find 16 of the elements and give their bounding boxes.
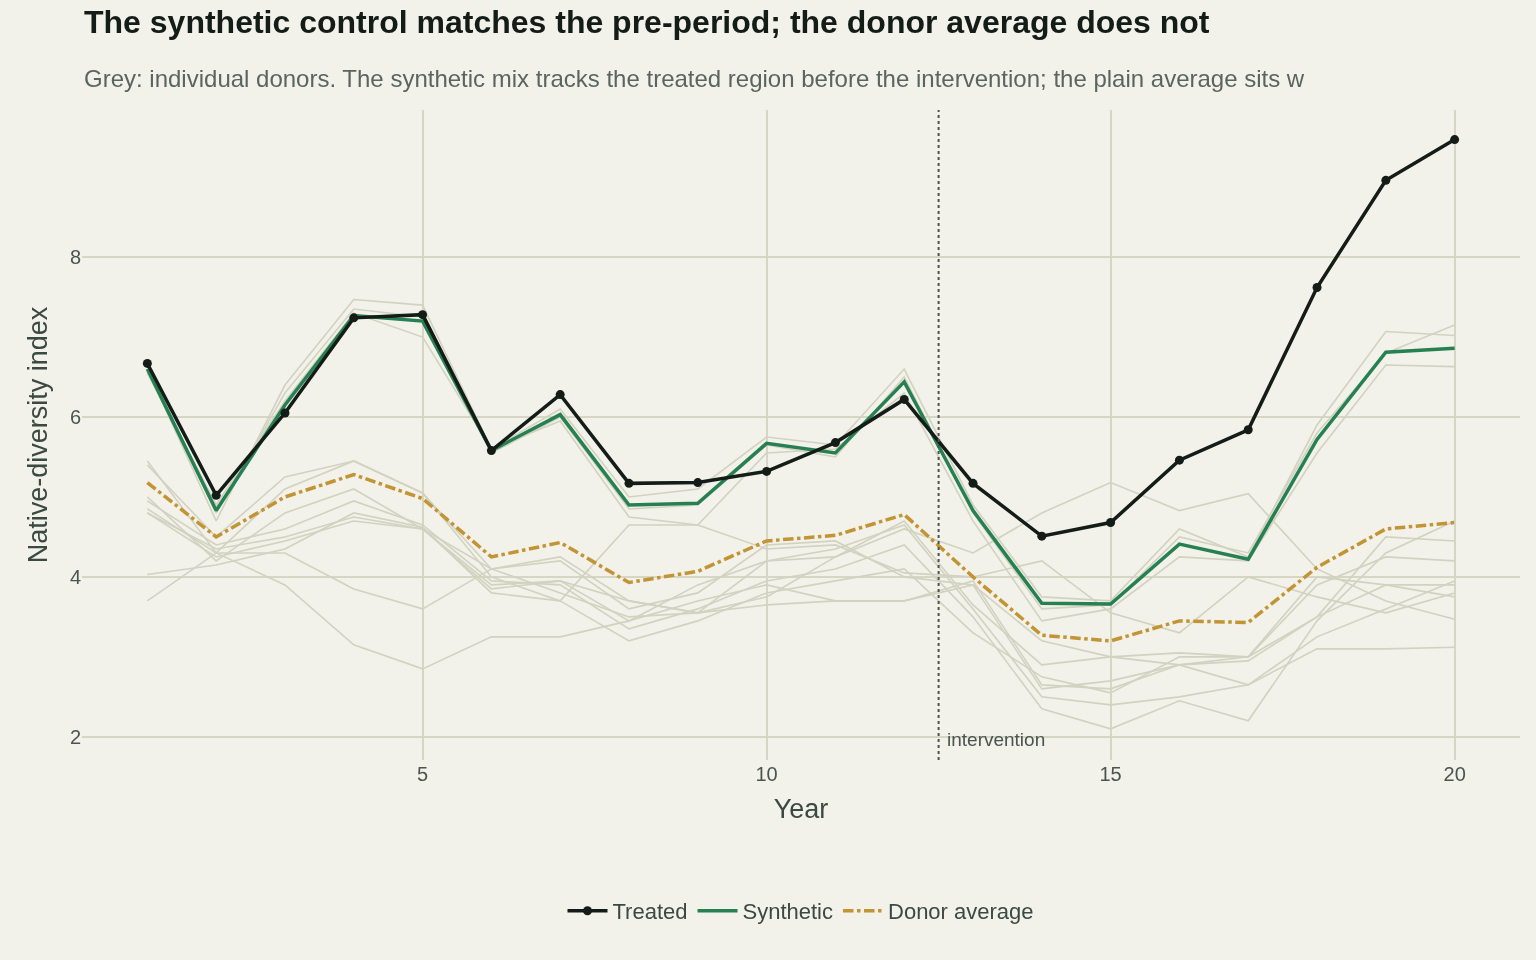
legend-label: Donor average: [888, 899, 1034, 925]
x-tick-label: 5: [417, 763, 429, 785]
y-tick-label: 8: [69, 246, 81, 269]
x-tick-label: 20: [1443, 763, 1466, 785]
chart-subtitle: Grey: individual donors. The synthetic mix tracks the treated region before the intervention; the plain average sits w: [84, 65, 1305, 92]
legend-label: Synthetic: [742, 899, 834, 925]
y-tick-label: 4: [69, 565, 81, 588]
x-tick-label: 15: [1099, 763, 1122, 785]
x-axis-title: Year: [773, 794, 829, 825]
x-tick-label: 10: [755, 763, 778, 785]
ref-line-label: intervention: [947, 729, 1046, 750]
y-tick-label: 2: [69, 725, 81, 748]
legend-label: Treated: [612, 899, 688, 925]
y-axis-title: Native-diversity index: [22, 306, 53, 564]
chart-title: The synthetic control matches the pre-period; the donor average does not: [84, 4, 1210, 40]
y-tick-label: 6: [69, 406, 81, 429]
